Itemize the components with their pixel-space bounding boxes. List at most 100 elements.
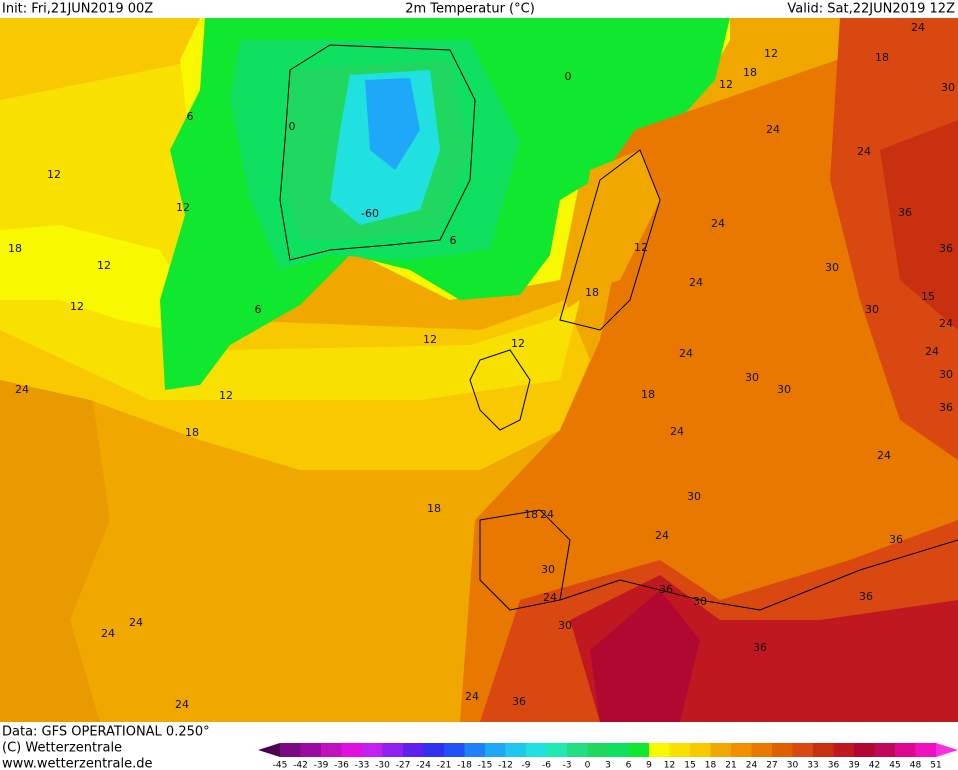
- colorbar-bin: [792, 743, 814, 757]
- colorbar-tick-label: 24: [746, 761, 758, 770]
- contour-label: 24: [877, 449, 891, 462]
- colorbar-tick-label: -27: [396, 761, 411, 770]
- colorbar-bin: [915, 743, 937, 757]
- field-greenland-core: [365, 78, 420, 170]
- colorbar-bin: [649, 743, 670, 757]
- contour-label: 30: [939, 368, 953, 381]
- colorbar-tick-label: 6: [626, 761, 632, 770]
- colorbar-bin: [587, 743, 609, 757]
- field-33-36: [880, 120, 958, 330]
- colorbar-tick-label: 3: [605, 761, 611, 770]
- contour-label: 0: [565, 70, 572, 83]
- colorbar-bin: [341, 743, 363, 757]
- map-title: 2m Temperatur (°C): [405, 2, 535, 17]
- contour-label: 24: [543, 591, 557, 604]
- contour-label: 24: [175, 698, 189, 711]
- colorbar-tick-label: 42: [869, 761, 880, 770]
- colorbar-tick-label: -18: [457, 761, 472, 770]
- colorbar-tick-label: -6: [542, 761, 551, 770]
- colorbar-bin: [731, 743, 752, 757]
- contour-label: 6: [450, 234, 457, 247]
- colorbar-tick-label: 0: [585, 761, 591, 770]
- contour-label: 12: [70, 300, 84, 313]
- contour-label: 12: [219, 389, 233, 402]
- contour-label: 12: [47, 168, 61, 181]
- colorbar-bin: [321, 743, 342, 757]
- colorbar-tick-label: 18: [705, 761, 717, 770]
- init-time: Init: Fri,21JUN2019 00Z: [2, 2, 153, 17]
- contour-label: 36: [898, 206, 912, 219]
- colorbar-bin: [485, 743, 506, 757]
- colorbar-bin: [567, 743, 588, 757]
- contour-label: 30: [687, 490, 701, 503]
- coastline-scandinavia: [559, 149, 661, 331]
- colorbar-tick-label: 33: [807, 761, 818, 770]
- colorbar-tick-label: 30: [787, 761, 799, 770]
- field-21-24: [0, 300, 110, 722]
- colorbar-bin: [362, 743, 383, 757]
- contour-label: 30: [777, 383, 791, 396]
- contour-label: 18: [641, 388, 655, 401]
- contour-label: 24: [925, 345, 939, 358]
- colorbar-bin: [300, 743, 322, 757]
- contour-label: 36: [859, 590, 873, 603]
- colorbar-tick-label: -21: [437, 761, 452, 770]
- contour-label: 24: [670, 425, 684, 438]
- colorbar-bin: [444, 743, 465, 757]
- colorbar-tick-label: 51: [930, 761, 941, 770]
- colorbar-bin: [526, 743, 547, 757]
- data-source: Data: GFS OPERATIONAL 0.250°: [2, 725, 210, 740]
- contour-label: 24: [15, 383, 29, 396]
- contour-label: 30: [693, 595, 707, 608]
- colorbar-arrow-high: [936, 743, 958, 757]
- valid-time: Valid: Sat,22JUN2019 12Z: [787, 2, 955, 17]
- contour-label: 30: [825, 261, 839, 274]
- contour-label: 30: [865, 303, 879, 316]
- colorbar-tick-label: -9: [522, 761, 531, 770]
- colorbar-tick-label: 27: [766, 761, 777, 770]
- colorbar-tick-label: -39: [314, 761, 329, 770]
- colorbar-bin: [874, 743, 896, 757]
- contour-label: 30: [558, 619, 572, 632]
- colorbar-tick-label: -36: [334, 761, 349, 770]
- colorbar-tick-label: 39: [848, 761, 860, 770]
- contour-label: 15: [921, 290, 935, 303]
- colorbar-tick-label: 12: [664, 761, 675, 770]
- contour-label: 24: [939, 317, 953, 330]
- contour-label: 12: [764, 47, 778, 60]
- colorbar-bin: [628, 743, 650, 757]
- copyright: (C) Wetterzentrale: [2, 741, 122, 756]
- contour-label: 6: [187, 110, 194, 123]
- contour-label: 18: [8, 242, 22, 255]
- field-canada-9-12: [0, 225, 190, 330]
- contour-label: 0: [289, 120, 296, 133]
- colorbar-bin: [546, 743, 568, 757]
- contour-label: 12: [634, 241, 648, 254]
- contour-label: 24: [766, 123, 780, 136]
- contour-label: 12: [719, 78, 733, 91]
- contour-label: 30: [941, 81, 955, 94]
- contour-label: 24: [129, 616, 143, 629]
- contour-label: 24: [711, 217, 725, 230]
- contour-label: 30: [541, 563, 555, 576]
- contour-label: 24: [655, 529, 669, 542]
- colorbar-tick-label: -24: [416, 761, 431, 770]
- contour-label: 24: [689, 276, 703, 289]
- colorbar-bin: [813, 743, 834, 757]
- contour-label: 12: [97, 259, 111, 272]
- colorbar-tick-label: 21: [725, 761, 736, 770]
- contour-label: 18: [875, 51, 889, 64]
- colorbar-bin: [608, 743, 629, 757]
- contour-label: 30: [745, 371, 759, 384]
- contour-label: 18: [743, 66, 757, 79]
- colorbar-bin: [833, 743, 855, 757]
- colorbar-tick-label: -15: [478, 761, 493, 770]
- colorbar-tick-label: -33: [355, 761, 370, 770]
- colorbar-tick-label: -12: [498, 761, 513, 770]
- contour-label: 6: [255, 303, 262, 316]
- colorbar-bin: [669, 743, 691, 757]
- colorbar-bin: [464, 743, 486, 757]
- contour-label: 36: [753, 641, 767, 654]
